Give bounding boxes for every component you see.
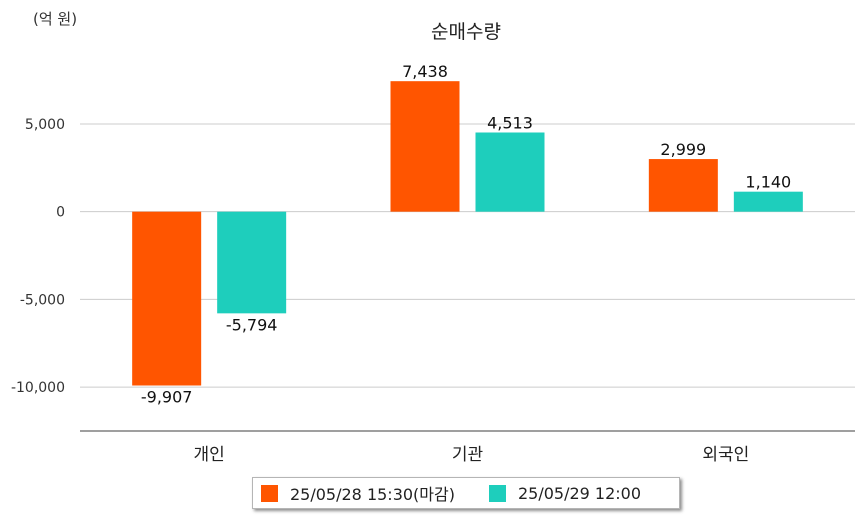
bar-chart: 순매수량 5,000 0 -5,000 -10,000 개인 -9,907 -5,794 기… [11,21,855,465]
data-label: -9,907 [141,388,193,407]
bar [217,211,287,314]
y-tick-label: -5,000 [20,292,65,308]
y-tick-label: -10,000 [11,380,65,396]
legend-swatch-series-2 [488,484,506,502]
data-label: 1,140 [745,173,791,192]
y-tick-label: 0 [56,205,65,221]
legend-item-series-2[interactable]: 25/05/29 12:00 [488,483,642,503]
bar [390,81,460,212]
data-label: 4,513 [487,113,533,132]
x-tick-label: 외국인 [702,445,749,465]
unit-label: (억 원) [33,10,78,28]
bar [648,159,718,212]
bar [475,132,545,212]
data-label: 7,438 [402,62,448,81]
x-tick-label: 기관 [452,445,483,465]
legend: 25/05/28 15:30(마감) 25/05/29 12:00 [252,477,680,509]
bar [733,191,803,212]
data-label: -5,794 [226,315,278,334]
legend-label-series-2: 25/05/29 12:00 [517,483,642,503]
bar [132,211,202,386]
legend-swatch-series-1 [261,484,278,502]
legend-label-series-1: 25/05/28 15:30(마감) [290,485,455,504]
data-label: 2,999 [660,140,706,159]
x-tick-label: 개인 [194,445,225,465]
chart-title: 순매수량 [431,21,501,43]
y-tick-label: 5,000 [25,117,65,133]
legend-item-series-1[interactable]: 25/05/28 15:30(마감) [261,481,455,505]
